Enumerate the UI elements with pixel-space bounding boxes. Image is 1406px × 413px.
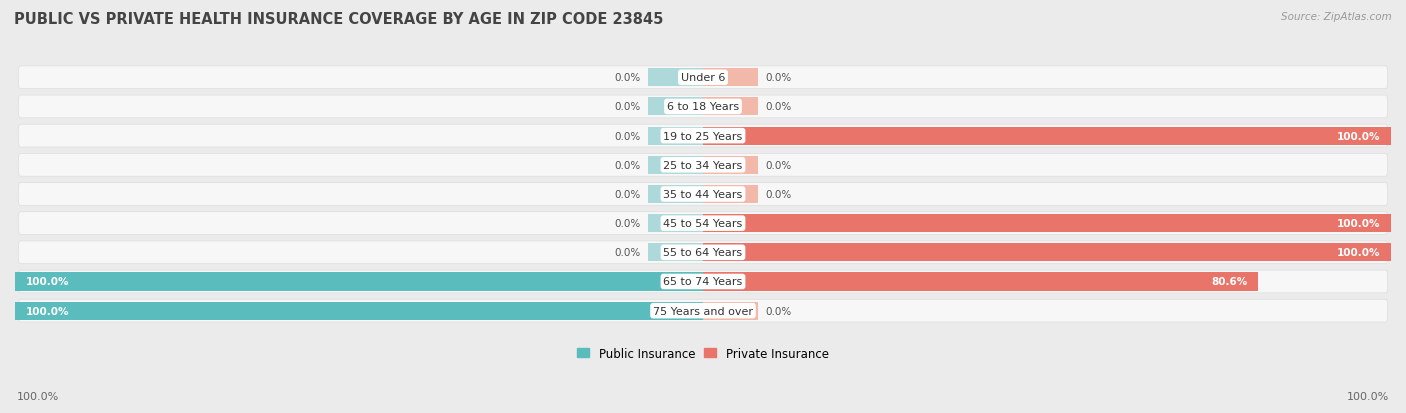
Text: 0.0%: 0.0%	[765, 306, 792, 316]
Text: 100.0%: 100.0%	[1337, 218, 1381, 228]
Bar	[648, 157, 703, 174]
Bar	[703, 98, 758, 116]
Text: 100.0%: 100.0%	[25, 277, 69, 287]
Text: 75 Years and over: 75 Years and over	[652, 306, 754, 316]
Bar	[703, 273, 1257, 291]
Text: 45 to 54 Years: 45 to 54 Years	[664, 218, 742, 228]
Bar	[703, 302, 758, 320]
Bar	[648, 69, 703, 87]
FancyBboxPatch shape	[18, 96, 1388, 119]
Text: 0.0%: 0.0%	[614, 131, 641, 141]
Text: Under 6: Under 6	[681, 73, 725, 83]
Text: 19 to 25 Years: 19 to 25 Years	[664, 131, 742, 141]
Text: 100.0%: 100.0%	[1347, 391, 1389, 401]
Bar	[648, 185, 703, 204]
Bar	[648, 127, 703, 145]
Text: 0.0%: 0.0%	[614, 218, 641, 228]
Legend: Public Insurance, Private Insurance: Public Insurance, Private Insurance	[578, 347, 828, 360]
FancyBboxPatch shape	[18, 212, 1388, 235]
Bar	[703, 215, 1391, 233]
Text: 0.0%: 0.0%	[765, 160, 792, 171]
Bar	[703, 127, 1391, 145]
Text: 0.0%: 0.0%	[614, 102, 641, 112]
Text: 0.0%: 0.0%	[614, 160, 641, 171]
Text: PUBLIC VS PRIVATE HEALTH INSURANCE COVERAGE BY AGE IN ZIP CODE 23845: PUBLIC VS PRIVATE HEALTH INSURANCE COVER…	[14, 12, 664, 27]
Bar	[648, 98, 703, 116]
FancyBboxPatch shape	[18, 241, 1388, 264]
FancyBboxPatch shape	[18, 125, 1388, 147]
Text: 0.0%: 0.0%	[765, 73, 792, 83]
Text: 35 to 44 Years: 35 to 44 Years	[664, 190, 742, 199]
Bar	[703, 185, 758, 204]
Bar	[648, 215, 703, 233]
Bar	[703, 69, 758, 87]
Bar	[703, 244, 1391, 262]
FancyBboxPatch shape	[18, 271, 1388, 293]
FancyBboxPatch shape	[18, 67, 1388, 90]
Bar	[648, 244, 703, 262]
Bar	[15, 302, 703, 320]
FancyBboxPatch shape	[18, 154, 1388, 177]
Text: 0.0%: 0.0%	[614, 190, 641, 199]
Text: Source: ZipAtlas.com: Source: ZipAtlas.com	[1281, 12, 1392, 22]
Text: 100.0%: 100.0%	[1337, 131, 1381, 141]
Text: 100.0%: 100.0%	[1337, 248, 1381, 258]
Text: 100.0%: 100.0%	[25, 306, 69, 316]
Text: 0.0%: 0.0%	[614, 73, 641, 83]
Text: 0.0%: 0.0%	[765, 102, 792, 112]
Bar	[703, 157, 758, 174]
FancyBboxPatch shape	[18, 183, 1388, 206]
Text: 0.0%: 0.0%	[614, 248, 641, 258]
Bar	[15, 273, 703, 291]
Text: 55 to 64 Years: 55 to 64 Years	[664, 248, 742, 258]
Text: 65 to 74 Years: 65 to 74 Years	[664, 277, 742, 287]
Text: 25 to 34 Years: 25 to 34 Years	[664, 160, 742, 171]
Text: 100.0%: 100.0%	[17, 391, 59, 401]
Text: 0.0%: 0.0%	[765, 190, 792, 199]
Text: 80.6%: 80.6%	[1211, 277, 1247, 287]
FancyBboxPatch shape	[18, 299, 1388, 322]
Text: 6 to 18 Years: 6 to 18 Years	[666, 102, 740, 112]
